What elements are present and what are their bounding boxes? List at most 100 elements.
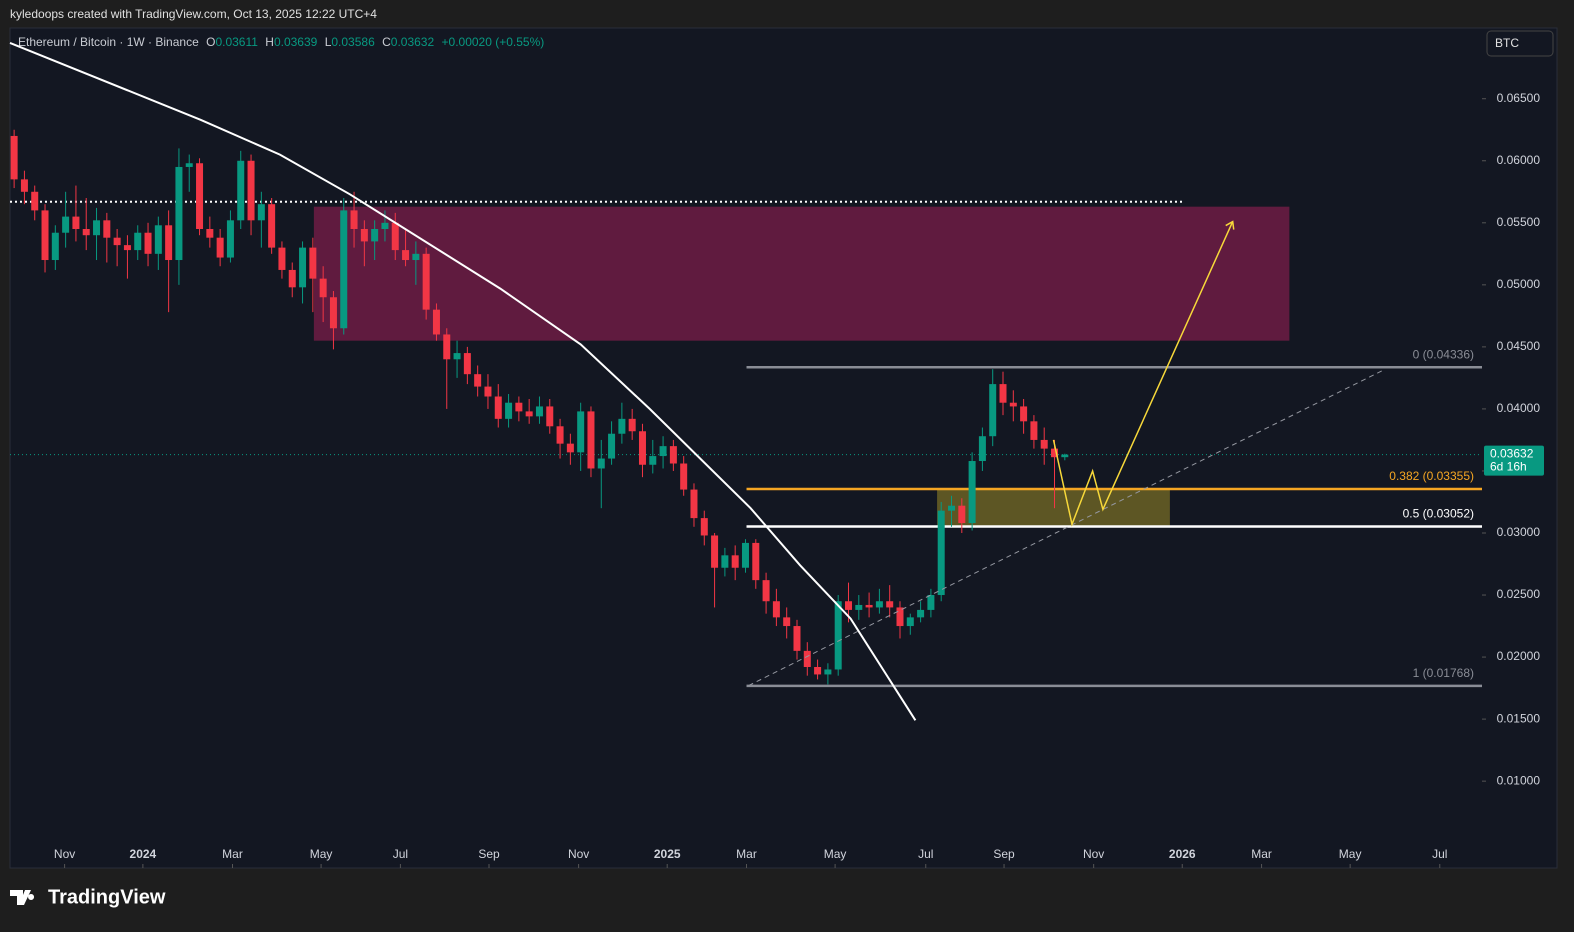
fib-label: 0 (0.04336)	[1413, 347, 1474, 361]
x-tick-label: Jul	[918, 847, 933, 861]
symbol: Ethereum / Bitcoin · 1W · Binance	[18, 35, 199, 49]
candle-body	[1020, 406, 1028, 422]
candle-body	[113, 237, 121, 246]
plot: 0.06500 0.06000 0.05500 0.05000 0.04500 0.040…	[9, 41, 1544, 868]
x-tick-label: Sep	[993, 847, 1015, 861]
candle-body	[1009, 402, 1017, 407]
candle-body	[20, 179, 28, 192]
y-tick-label: 0.04500	[1497, 339, 1541, 353]
x-tick-label: Mar	[222, 847, 243, 861]
candle-body	[525, 411, 533, 417]
candle-body	[422, 253, 430, 310]
y-tick-label: 0.01500	[1497, 711, 1541, 725]
candle-body	[948, 505, 956, 511]
candle-body	[299, 247, 307, 288]
candle-body	[649, 456, 657, 465]
candle-body	[82, 229, 90, 236]
candle-body	[556, 426, 564, 444]
c-label: C	[382, 35, 391, 49]
candle-body	[391, 222, 399, 251]
candle-body	[154, 225, 162, 254]
candle-body	[443, 334, 451, 360]
brand: TradingView	[48, 886, 166, 908]
candle-body	[10, 135, 18, 180]
candle-body	[669, 446, 677, 464]
candle-body	[690, 489, 698, 519]
candle-body	[875, 601, 883, 608]
l-value: 0.03586	[331, 35, 375, 49]
candle-body	[412, 253, 420, 261]
candle-body	[257, 204, 265, 221]
candle-body	[638, 431, 646, 465]
chart-area	[9, 27, 1558, 869]
candle-body	[824, 669, 832, 675]
candle-body	[350, 210, 358, 230]
candle-body	[237, 160, 245, 221]
c-value: 0.03632	[391, 35, 435, 49]
candle-body	[144, 232, 152, 254]
legend: Ethereum / Bitcoin · 1W · Binance O0.036…	[18, 35, 544, 49]
countdown: 6d 16h	[1490, 460, 1527, 474]
candle-body	[288, 269, 296, 288]
currency-button[interactable]	[1486, 30, 1554, 57]
candle-body	[41, 210, 49, 261]
candle-body	[597, 458, 605, 469]
y-tick-label: 0.02500	[1497, 587, 1541, 601]
y-tick-label: 0.02000	[1497, 649, 1541, 663]
candle-body	[834, 601, 842, 670]
x-tick-label: Mar	[1251, 847, 1272, 861]
candle-body	[783, 617, 791, 627]
candle-body	[989, 384, 997, 437]
candle-body	[62, 216, 70, 233]
curve	[9, 41, 917, 721]
candle-body	[978, 436, 986, 462]
candle-body	[680, 463, 688, 490]
x-tick-label: Jul	[393, 847, 408, 861]
candle-body	[968, 461, 976, 524]
candle-body	[1061, 454, 1069, 458]
arrow-head	[1225, 220, 1235, 230]
projection	[1052, 221, 1234, 527]
o-value: 0.03611	[215, 35, 258, 49]
candle-body	[484, 386, 492, 397]
y-tick-label: 0.05000	[1497, 277, 1541, 291]
candle-body	[618, 418, 626, 434]
x-tick-label: Mar	[736, 847, 757, 861]
x-tick-label: Nov	[1083, 847, 1104, 861]
fib-label: 0.382 (0.03355)	[1389, 469, 1474, 483]
candle-body	[814, 666, 822, 675]
currency-label: BTC	[1495, 36, 1519, 50]
h-label: H	[265, 35, 274, 49]
candle-body	[587, 411, 595, 469]
candle-body	[927, 595, 935, 610]
candle-body	[360, 229, 368, 242]
candle-body	[340, 210, 348, 329]
candle-body	[206, 229, 214, 238]
candle-body	[886, 601, 894, 608]
candle-body	[958, 505, 966, 524]
zone	[313, 206, 1290, 341]
x-tick-label: May	[1339, 847, 1362, 861]
candle-body	[247, 160, 255, 221]
candle-body	[896, 607, 904, 627]
candle-body	[937, 510, 945, 596]
candle-body	[906, 617, 914, 627]
candle-body	[721, 555, 729, 568]
candle-body	[844, 601, 852, 610]
candle-body	[93, 220, 101, 236]
candle-body	[505, 402, 513, 419]
h-value: 0.03639	[274, 35, 318, 49]
candle-body	[196, 163, 204, 230]
candle-body	[700, 518, 708, 536]
x-tick-label: May	[310, 847, 333, 861]
candle-body	[216, 237, 224, 258]
candle-body	[741, 542, 749, 568]
trendline	[748, 368, 1386, 687]
candle-body	[608, 433, 616, 459]
candle-body	[772, 601, 780, 618]
candle-body	[855, 604, 863, 610]
candle-body	[72, 216, 80, 230]
candle-body	[1051, 448, 1059, 458]
x-tick-label: 2025	[654, 847, 681, 861]
candle-body	[917, 609, 925, 618]
